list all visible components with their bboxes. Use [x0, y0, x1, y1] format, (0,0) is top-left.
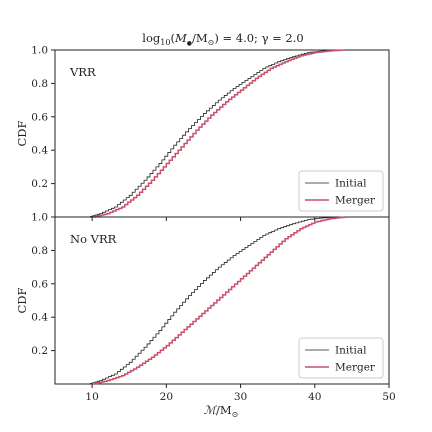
- panel-frame: [54, 216, 390, 385]
- chart-title: log10(M●/M⊙) = 4.0; γ = 2.0: [142, 31, 303, 47]
- panel-vrr: 0.2 0.4 0.6 0.8 1.0 CDF VRR Initial Merger: [15, 45, 390, 218]
- title-sun: ⊙: [208, 38, 215, 47]
- series-line-initial: [88, 216, 338, 385]
- legend-entry: Initial: [335, 178, 367, 190]
- y-tick-label: 1.0: [31, 45, 48, 57]
- legend-entry: Initial: [335, 345, 367, 357]
- y-axis-label: CDF: [15, 287, 29, 313]
- legend-entry: Merger: [335, 195, 376, 207]
- x-label-sun: ⊙: [232, 410, 239, 419]
- title-slash: /M: [192, 31, 208, 45]
- y-axis-label: CDF: [15, 120, 29, 146]
- legend-entry: Merger: [335, 362, 376, 374]
- title-log: log: [142, 31, 161, 45]
- y-tick-label: 1.0: [31, 212, 48, 224]
- title-mass-symbol: M: [174, 31, 188, 45]
- series-line-initial: [88, 49, 338, 218]
- x-tick-label: 40: [308, 391, 321, 403]
- y-tick-label: 0.2: [31, 178, 48, 190]
- x-tick-label: 30: [234, 391, 247, 403]
- title-gamma: γ = 2.0: [262, 31, 304, 45]
- y-tick-label: 0.2: [31, 345, 48, 357]
- series-line-merger: [92, 49, 346, 218]
- legend: Initial Merger: [298, 170, 384, 212]
- x-label-slash: /M: [216, 403, 232, 417]
- legend-box: [298, 337, 384, 379]
- panel-label: No VRR: [70, 232, 117, 246]
- series-line-merger: [92, 216, 346, 385]
- title-open: (: [170, 31, 175, 45]
- x-tick-label: 10: [85, 391, 98, 403]
- title-close: ) = 4.0;: [214, 31, 261, 45]
- x-label-symbol: ℳ: [204, 403, 218, 417]
- y-tick-label: 0.8: [31, 245, 48, 257]
- legend: Initial Merger: [298, 337, 384, 379]
- panel-label: VRR: [69, 65, 96, 79]
- y-tick-label: 0.6: [31, 278, 48, 290]
- title-log-sub: 10: [160, 38, 170, 47]
- x-axis-label: ℳ/M⊙: [204, 403, 239, 419]
- y-tick-label: 0.4: [31, 145, 48, 157]
- y-tick-label: 0.8: [31, 78, 48, 90]
- legend-box: [298, 170, 384, 212]
- x-axis: 10 20 30 40 50: [85, 217, 396, 403]
- title-bullet: ●: [187, 40, 192, 47]
- x-tick-label: 20: [160, 391, 173, 403]
- y-tick-label: 0.6: [31, 111, 48, 123]
- panel-no-vrr: 0.2 0.4 0.6 0.8 1.0 CDF No VRR Initial Merger: [15, 212, 390, 385]
- y-tick-label: 0.4: [31, 312, 48, 324]
- x-tick-label: 50: [382, 391, 395, 403]
